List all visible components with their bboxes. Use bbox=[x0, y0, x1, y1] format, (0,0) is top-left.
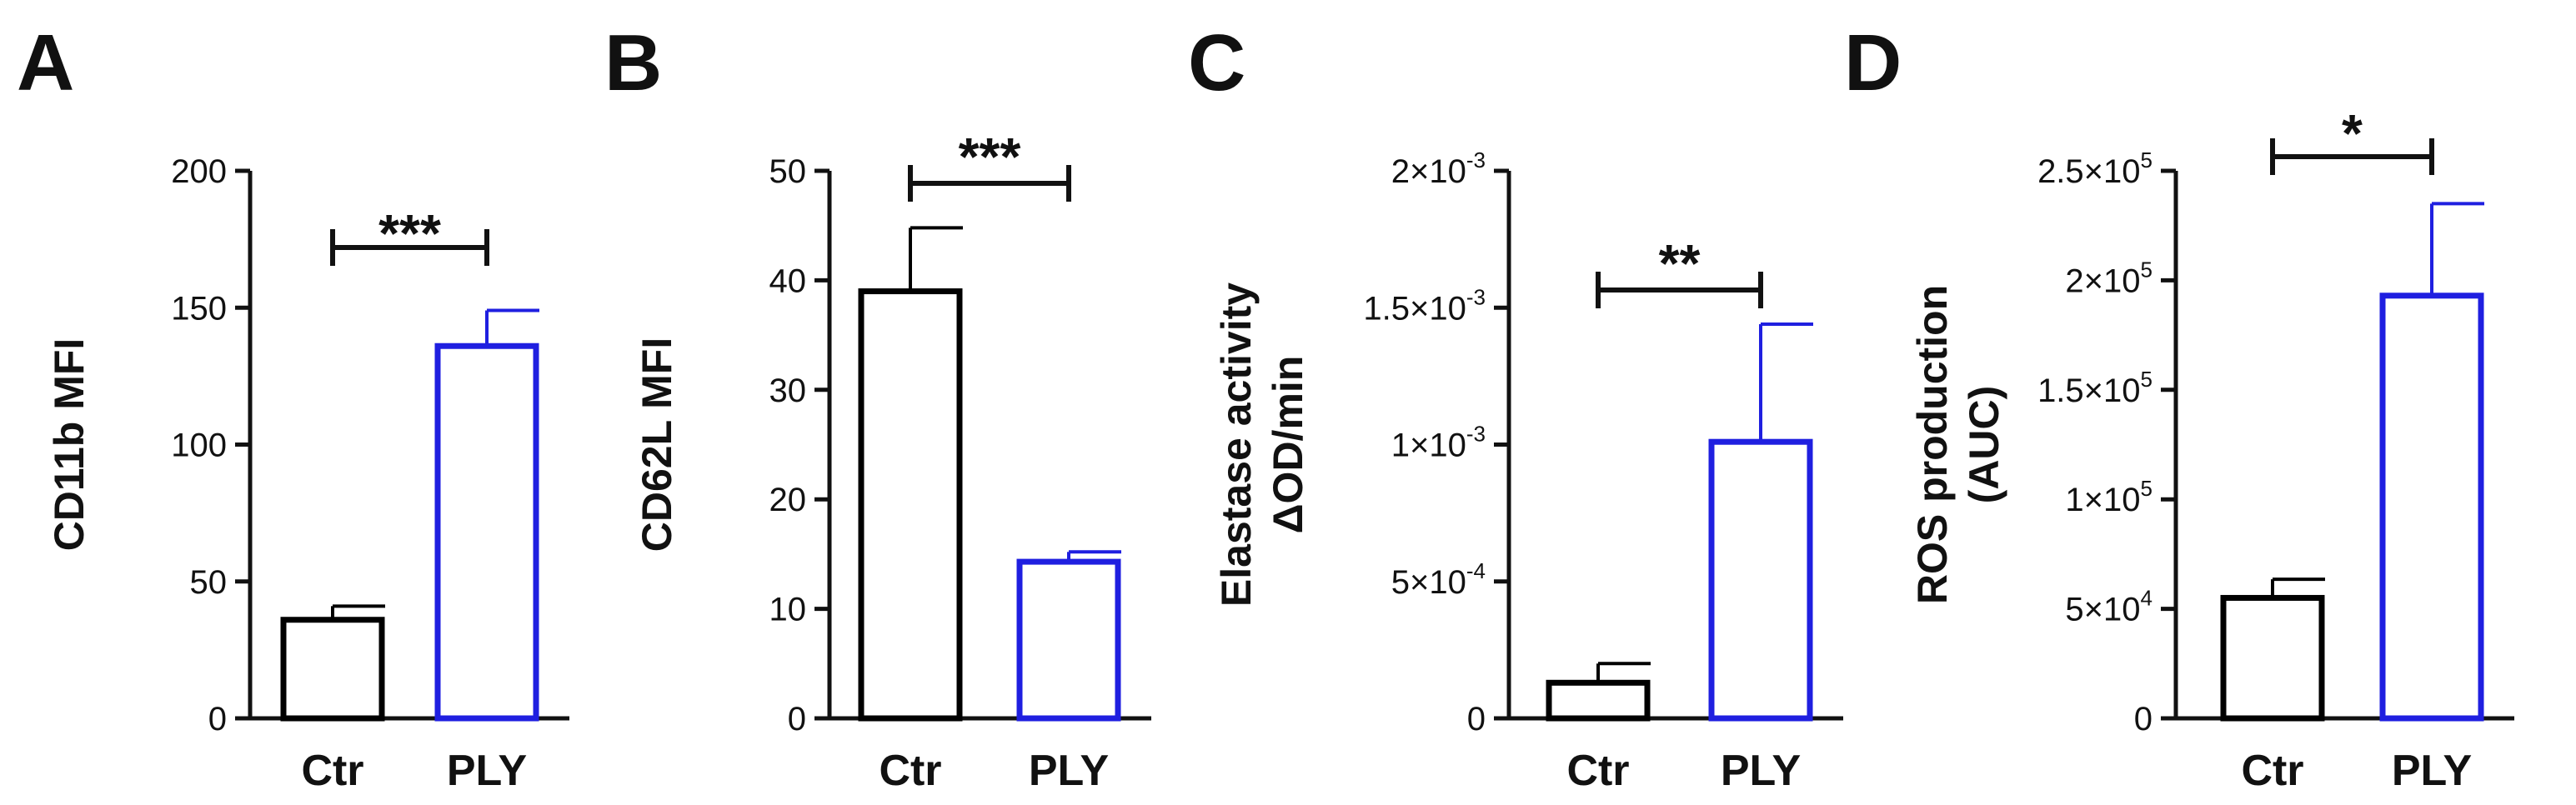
panel-d-y-axis-title: (AUC) bbox=[1961, 386, 2007, 504]
panel-c-category-label: Ctr bbox=[1566, 747, 1629, 795]
panel-c-y-tick-label: 0 bbox=[1467, 701, 1486, 738]
panel-c-y-tick-label: 1×10-3 bbox=[1391, 422, 1486, 464]
panel-b-bar-ctr bbox=[858, 288, 963, 722]
panel-c: C 0 5×10-4 1×10-3 1.5×10-3 2×10-3 Ctr PLY Elasta… bbox=[1188, 18, 1843, 795]
panel-d-y-tick-label: 0 bbox=[2134, 701, 2153, 738]
panel-a-bar-ply bbox=[434, 342, 539, 722]
panel-c-y-axis-title: ΔOD/min bbox=[1265, 356, 1311, 534]
panel-a-letter: A bbox=[17, 18, 74, 108]
panel-d-y-axis-title: ROS production bbox=[1909, 285, 1956, 604]
panel-d-significance-label: * bbox=[2342, 103, 2363, 163]
panel-c-category-label: PLY bbox=[1721, 747, 1801, 795]
panel-c-y-tick-label: 2×10-3 bbox=[1391, 148, 1486, 190]
panel-c-bar-ctr bbox=[1546, 679, 1651, 722]
panel-c-y-tick-label: 1.5×10-3 bbox=[1363, 284, 1486, 327]
panel-a: A 0 50 100 150 200 Ctr PLY CD11b MFI *** bbox=[17, 18, 569, 795]
panel-b-y-tick-label: 0 bbox=[788, 701, 806, 738]
panel-d-letter: D bbox=[1844, 18, 1902, 108]
panel-c-bar-ply bbox=[1708, 438, 1813, 722]
panel-a-significance-label: *** bbox=[378, 203, 441, 263]
panel-d-category-label: Ctr bbox=[2241, 747, 2303, 795]
panel-a-y-tick-label: 100 bbox=[171, 428, 227, 464]
panel-d-bar-ctr bbox=[2220, 594, 2325, 722]
panel-a-y-axis-title: CD11b MFI bbox=[46, 338, 93, 552]
panel-c-significance-label: ** bbox=[1659, 233, 1701, 293]
panel-a-category-label: PLY bbox=[447, 747, 527, 795]
panel-d-category-label: PLY bbox=[2392, 747, 2472, 795]
panel-c-letter: C bbox=[1188, 18, 1245, 108]
panel-d-y-tick-label: 2.5×105 bbox=[2037, 148, 2153, 190]
panel-b-y-tick-label: 20 bbox=[769, 482, 807, 518]
panel-b-category-label: PLY bbox=[1029, 747, 1109, 795]
panel-b-y-axis-title: CD62L MFI bbox=[634, 338, 680, 552]
panel-a-y-tick-label: 50 bbox=[190, 564, 228, 601]
panel-d-y-tick-label: 1.5×105 bbox=[2037, 367, 2153, 409]
panel-b-bar-ply bbox=[1016, 558, 1121, 722]
panel-a-y-tick-label: 200 bbox=[171, 153, 227, 190]
panel-b-y-tick-label: 10 bbox=[769, 592, 807, 628]
panel-d-y-tick-label: 5×104 bbox=[2065, 586, 2153, 628]
panel-a-y-tick-label: 150 bbox=[171, 290, 227, 327]
panel-d-bar-ply bbox=[2379, 292, 2484, 722]
panel-d: D 0 5×104 1×105 1.5×105 2×105 2.5×105 Ctr PLY ROS… bbox=[1844, 18, 2514, 795]
panel-a-category-label: Ctr bbox=[301, 747, 363, 795]
panel-b-y-tick-label: 50 bbox=[769, 153, 807, 190]
panel-b-letter: B bbox=[604, 18, 662, 108]
panel-b-category-label: Ctr bbox=[879, 747, 941, 795]
panel-d-y-tick-label: 2×105 bbox=[2065, 257, 2153, 299]
panel-a-y-tick-label: 0 bbox=[208, 701, 227, 738]
panel-b: B 0 10 20 30 40 50 Ctr PLY CD62L MFI *** bbox=[604, 18, 1151, 795]
panel-c-y-tick-label: 5×10-4 bbox=[1391, 558, 1486, 601]
panel-a-bar-ctr bbox=[280, 617, 385, 722]
panel-b-y-tick-label: 40 bbox=[769, 262, 807, 299]
panel-d-y-tick-label: 1×105 bbox=[2065, 476, 2153, 518]
panel-b-y-tick-label: 30 bbox=[769, 372, 807, 409]
panel-c-y-axis-title: Elastase activity bbox=[1213, 282, 1260, 607]
panel-b-significance-label: *** bbox=[959, 127, 1021, 187]
